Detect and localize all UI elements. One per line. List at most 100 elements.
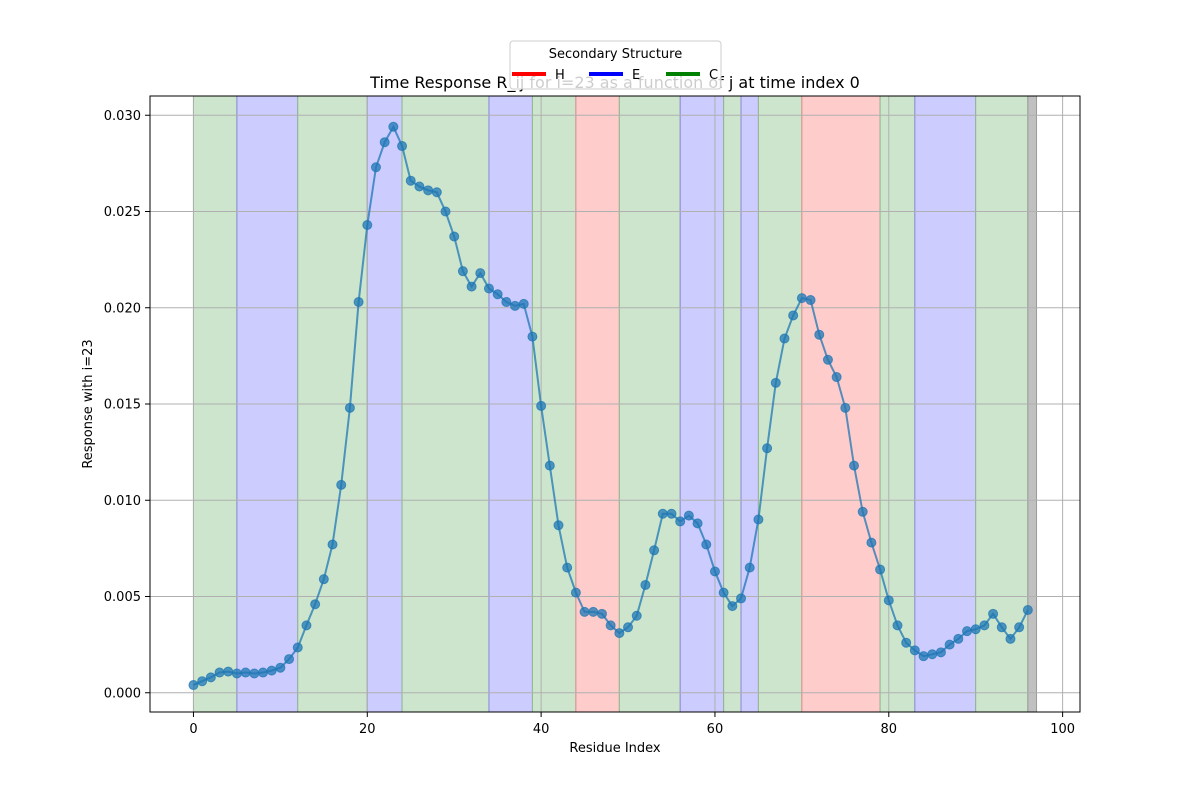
data-point — [1014, 622, 1025, 633]
data-point — [675, 516, 686, 527]
data-point — [336, 479, 347, 490]
x-tick-label: 60 — [707, 722, 724, 737]
data-point — [944, 639, 955, 650]
data-point — [736, 593, 747, 604]
x-tick-label: 20 — [359, 722, 376, 737]
data-point — [1022, 604, 1033, 615]
data-point — [1005, 633, 1016, 644]
legend: Secondary Structure H E C — [509, 40, 722, 90]
data-point — [188, 680, 199, 691]
data-point — [623, 622, 634, 633]
data-point — [440, 206, 451, 217]
data-point — [727, 601, 738, 612]
data-point — [953, 633, 964, 644]
x-tick-label: 100 — [1050, 722, 1075, 737]
data-point — [970, 624, 981, 635]
data-point — [935, 647, 946, 658]
data-point — [475, 268, 486, 279]
legend-box — [509, 40, 722, 90]
data-point — [527, 331, 538, 342]
y-axis-ticks: 0.000 0.005 0.010 0.015 0.020 0.025 0.030 — [104, 109, 150, 701]
data-point — [805, 295, 816, 306]
data-point — [501, 296, 512, 307]
data-point — [849, 460, 860, 471]
data-point — [344, 402, 355, 413]
data-point — [657, 508, 668, 519]
data-point — [318, 574, 329, 585]
data-point — [605, 620, 616, 631]
data-point — [362, 219, 373, 230]
data-point — [249, 668, 260, 679]
data-point — [901, 637, 912, 648]
data-point — [457, 266, 468, 277]
x-axis-ticks: 0 20 40 60 80 100 — [189, 712, 1075, 737]
data-point — [840, 402, 851, 413]
data-point — [257, 667, 268, 678]
y-tick-label: 0.030 — [104, 109, 141, 124]
data-point — [866, 537, 877, 548]
data-point — [718, 587, 729, 598]
data-point — [988, 608, 999, 619]
grid — [150, 96, 1080, 712]
data-point — [301, 620, 312, 631]
data-point — [962, 626, 973, 637]
data-point — [449, 231, 460, 242]
data-point — [796, 293, 807, 304]
data-point — [423, 185, 434, 196]
x-tick-label: 40 — [533, 722, 550, 737]
data-point — [857, 506, 868, 517]
data-point — [822, 354, 833, 365]
data-point — [692, 518, 703, 529]
data-point — [205, 672, 216, 683]
x-tick-label: 0 — [189, 722, 197, 737]
data-point — [197, 676, 208, 687]
data-point — [266, 665, 277, 676]
legend-title: Secondary Structure — [549, 47, 682, 62]
data-point — [701, 539, 712, 550]
data-point — [536, 400, 547, 411]
x-axis-label: Residue Index — [569, 741, 661, 756]
data-point — [388, 121, 399, 132]
data-point — [744, 562, 755, 573]
x-tick-label: 80 — [881, 722, 898, 737]
data-point — [788, 310, 799, 321]
data-point — [814, 329, 825, 340]
data-point — [379, 137, 390, 148]
y-tick-label: 0.020 — [104, 301, 141, 316]
data-point — [562, 562, 573, 573]
data-point — [666, 508, 677, 519]
data-point — [640, 579, 651, 590]
y-tick-label: 0.025 — [104, 205, 141, 220]
data-point — [310, 599, 321, 610]
legend-label-C: C — [709, 68, 718, 83]
y-axis-label: Response with i=23 — [81, 339, 96, 468]
data-point — [231, 668, 242, 679]
data-point — [553, 520, 564, 531]
y-tick-label: 0.000 — [104, 686, 141, 701]
data-point — [466, 281, 477, 292]
data-point — [414, 181, 425, 192]
data-point — [883, 595, 894, 606]
data-point — [979, 620, 990, 631]
data-point — [223, 666, 234, 677]
y-tick-label: 0.010 — [104, 494, 141, 509]
data-point — [779, 333, 790, 344]
data-point — [405, 175, 416, 186]
data-point — [292, 642, 303, 653]
data-point — [570, 587, 581, 598]
data-point — [614, 628, 625, 639]
data-point — [240, 667, 251, 678]
legend-label-H: H — [555, 68, 565, 83]
data-point — [875, 564, 886, 575]
legend-label-E: E — [632, 68, 640, 83]
data-point — [753, 514, 764, 525]
y-tick-label: 0.015 — [104, 398, 141, 413]
data-point — [214, 667, 225, 678]
data-point — [483, 283, 494, 294]
data-point — [649, 545, 660, 556]
data-point — [544, 460, 555, 471]
data-point — [579, 606, 590, 617]
data-point — [353, 296, 364, 307]
data-point — [918, 651, 929, 662]
